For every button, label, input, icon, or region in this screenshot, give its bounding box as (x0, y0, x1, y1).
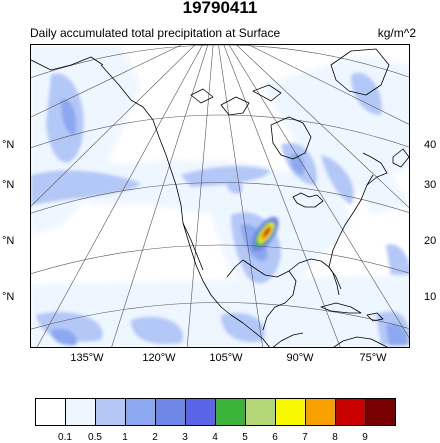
colorbar-swatch (365, 398, 396, 426)
arctic-islands (190, 84, 282, 116)
lat-label-left: °N (2, 235, 15, 247)
colorbar-label: 0.5 (88, 432, 102, 443)
lon-label: 90°W (286, 352, 314, 364)
lon-label: 135°W (70, 352, 104, 364)
colorbar-label: 5 (242, 432, 248, 443)
east-coast (328, 174, 374, 268)
precipitation-map (31, 45, 409, 347)
colorbar-swatch (155, 398, 186, 426)
colorbar-swatch (35, 398, 66, 426)
lat-label-right: 10 (424, 291, 437, 303)
meridian-line (31, 45, 182, 118)
meridian-line (248, 45, 409, 125)
hudson-bay (270, 116, 312, 160)
colorbar-swatch (275, 398, 306, 426)
parallel-line (31, 302, 409, 330)
south-america (333, 336, 388, 347)
maritimes (362, 152, 388, 186)
lat-label-right: 30 (424, 179, 437, 191)
meridian-line (36, 45, 203, 347)
colorbar-swatch (245, 398, 276, 426)
colorbar-label: 4 (212, 432, 218, 443)
map-subtitle: Daily accumulated total precipitation at… (30, 26, 281, 40)
lon-label: 75°W (359, 352, 387, 364)
baja (182, 222, 204, 271)
colorbar-label: 1 (122, 432, 128, 443)
parallel-line (31, 244, 409, 274)
meridian-line (186, 45, 214, 347)
colorbar-label: 3 (182, 432, 188, 443)
central-america (272, 332, 304, 347)
colorbar-label: 2 (152, 432, 158, 443)
colorbar-label: 7 (302, 432, 308, 443)
colorbar-swatch (125, 398, 156, 426)
great-lakes (292, 192, 324, 208)
newfoundland (392, 148, 409, 168)
meridian-line (31, 45, 196, 207)
lon-label: 105°W (209, 352, 243, 364)
colorbar-swatch (65, 398, 96, 426)
map-frame (30, 44, 410, 348)
meridian-line (111, 45, 209, 347)
colorbar-swatch (185, 398, 216, 426)
colorbar-swatch (95, 398, 126, 426)
coastlines (31, 48, 409, 347)
greenland (330, 48, 390, 96)
meridian-line (218, 45, 264, 347)
colorbar-swatch (305, 398, 336, 426)
colorbar (35, 398, 396, 426)
meridian-line (236, 45, 409, 209)
colorbar-label: 9 (362, 432, 368, 443)
precip-heavy-core (251, 216, 279, 252)
lat-label-right: 20 (424, 235, 437, 247)
cuba (320, 302, 362, 314)
units-label: kg/m^2 (377, 26, 416, 40)
lat-label-right: 40 (424, 139, 437, 151)
graticule (31, 45, 409, 347)
meridian-line (228, 45, 409, 339)
colorbar-label: 8 (332, 432, 338, 443)
colorbar-label: 0.1 (58, 432, 72, 443)
gulf-coast (288, 258, 342, 290)
parallel-line (31, 45, 409, 79)
lon-label: 120°W (142, 352, 176, 364)
colorbar-swatch (335, 398, 366, 426)
florida (328, 266, 340, 296)
colorbar-swatch (215, 398, 246, 426)
meridian-line (223, 45, 341, 347)
hispaniola (366, 312, 384, 322)
colorbar-label: 6 (272, 432, 278, 443)
alaska-coast (31, 56, 104, 71)
parallel-line (31, 182, 409, 214)
parallel-line (31, 114, 409, 149)
lat-label-left: °N (2, 139, 15, 151)
lat-label-left: °N (2, 179, 15, 191)
lat-label-left: °N (2, 291, 15, 303)
map-title: 19790411 (182, 0, 258, 17)
